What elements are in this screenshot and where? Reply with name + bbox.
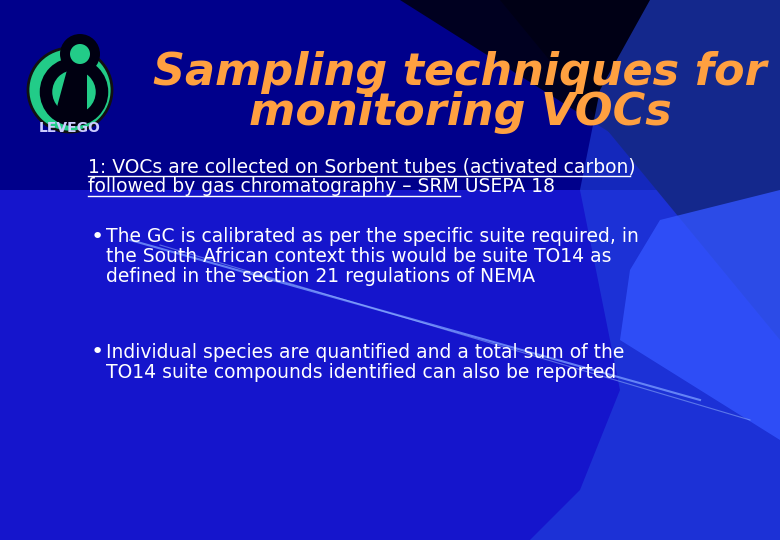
Polygon shape: [500, 0, 780, 340]
Text: followed by gas chromatography – SRM USEPA 18: followed by gas chromatography – SRM USE…: [88, 178, 555, 197]
Text: The GC is calibrated as per the specific suite required, in: The GC is calibrated as per the specific…: [106, 227, 639, 246]
Text: monitoring VOCs: monitoring VOCs: [249, 91, 672, 133]
Circle shape: [70, 44, 90, 64]
Text: Individual species are quantified and a total sum of the: Individual species are quantified and a …: [106, 342, 624, 361]
Polygon shape: [530, 0, 780, 540]
Circle shape: [60, 34, 100, 74]
Text: •: •: [90, 227, 104, 247]
Text: 1: VOCs are collected on Sorbent tubes (activated carbon): 1: VOCs are collected on Sorbent tubes (…: [88, 158, 636, 177]
Text: defined in the section 21 regulations of NEMA: defined in the section 21 regulations of…: [106, 267, 535, 287]
Circle shape: [28, 48, 112, 132]
Text: Sampling techniques for: Sampling techniques for: [153, 51, 767, 93]
Text: •: •: [90, 342, 104, 362]
Polygon shape: [54, 70, 87, 118]
Text: TO14 suite compounds identified can also be reported: TO14 suite compounds identified can also…: [106, 362, 616, 381]
Polygon shape: [0, 190, 780, 540]
Text: LEVEGO: LEVEGO: [39, 121, 101, 135]
Polygon shape: [620, 190, 780, 440]
Polygon shape: [0, 0, 780, 240]
Text: the South African context this would be suite TO14 as: the South African context this would be …: [106, 247, 612, 267]
